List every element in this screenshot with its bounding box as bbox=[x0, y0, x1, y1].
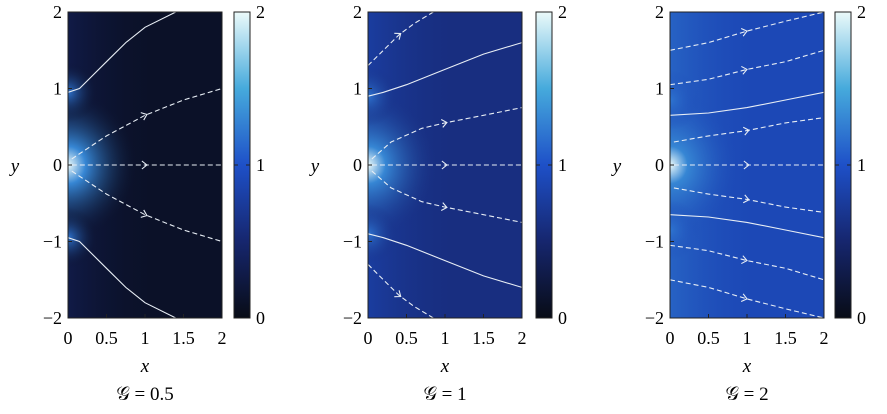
y-tick-label: −1 bbox=[645, 232, 664, 252]
solid-streamline-2 bbox=[670, 214, 824, 239]
dashed-streamline-2 bbox=[670, 49, 824, 86]
y-tick-label: −1 bbox=[343, 232, 362, 252]
y-axis-label: y bbox=[611, 156, 622, 177]
hotspot-2 bbox=[368, 66, 398, 127]
panel-caption: 𝒢 = 2 bbox=[725, 384, 768, 405]
x-tick-label: 0 bbox=[64, 328, 73, 348]
flow-arrow-4 bbox=[440, 202, 448, 211]
colorbar: 2 1 0 bbox=[834, 2, 866, 328]
x-tick-label: 1.5 bbox=[774, 328, 797, 348]
colorbar: 2 1 0 bbox=[233, 2, 265, 328]
flow-arrow-6 bbox=[741, 255, 748, 265]
colorbar-tick-label: 0 bbox=[256, 308, 265, 328]
colorbar-tick-label: 1 bbox=[558, 155, 567, 175]
dashed-streamline-1 bbox=[368, 12, 434, 66]
flow-arrow-5 bbox=[742, 194, 750, 204]
x-tick-label: 0.5 bbox=[395, 328, 418, 348]
x-tick-label: 2 bbox=[218, 328, 227, 348]
dashed-streamline-7 bbox=[670, 279, 824, 318]
hotspot-1 bbox=[368, 90, 438, 240]
x-axis-label: x bbox=[742, 356, 752, 377]
heatmap-field bbox=[670, 12, 824, 318]
dashed-streamline-5 bbox=[368, 264, 434, 318]
solid-streamline-2 bbox=[368, 233, 522, 288]
hotspot-1 bbox=[670, 90, 740, 240]
y-tick-label: −2 bbox=[343, 308, 362, 328]
y-tick-label: 1 bbox=[655, 79, 664, 99]
y-tick-label: −2 bbox=[645, 308, 664, 328]
y-axis-label: y bbox=[309, 156, 320, 177]
dashed-streamline-1 bbox=[670, 12, 824, 51]
y-tick-label: 0 bbox=[353, 155, 362, 175]
panel-1: 0 0.5 1 1.5 2 2 1 0 −1 −2 x y 𝒢 = 0.5 2 1 0 bbox=[9, 2, 265, 405]
colorbar-tick-label: 2 bbox=[558, 2, 567, 22]
heatmap-field bbox=[368, 12, 522, 318]
panel-2: 0 0.5 1 1.5 2 2 1 0 −1 −2 x y 𝒢 = 1 2 1 0 bbox=[309, 2, 567, 405]
y-tick-label: −2 bbox=[43, 308, 62, 328]
x-tick-label: 1 bbox=[141, 328, 150, 348]
hotspot-3 bbox=[368, 203, 398, 264]
y-tick-label: 0 bbox=[655, 155, 664, 175]
heatmap-field bbox=[68, 12, 222, 318]
flow-arrow-3 bbox=[742, 126, 750, 136]
x-axis-label: x bbox=[140, 356, 150, 377]
solid-streamline-1 bbox=[670, 91, 824, 116]
flow-arrow-1 bbox=[394, 32, 402, 40]
flow-arrow-1 bbox=[140, 112, 148, 121]
y-tick-label: 2 bbox=[655, 2, 664, 22]
y-tick-label: 0 bbox=[53, 155, 62, 175]
x-tick-label: 1.5 bbox=[472, 328, 495, 348]
hotspot-1 bbox=[68, 90, 138, 240]
panel-3: 0 0.5 1 1.5 2 2 1 0 −1 −2 x y 𝒢 = 2 2 1 0 bbox=[611, 2, 866, 405]
colorbar-tick-label: 1 bbox=[256, 155, 265, 175]
colorbar-tick-label: 0 bbox=[558, 308, 567, 328]
flow-arrow-2 bbox=[741, 65, 748, 75]
x-tick-label: 2 bbox=[820, 328, 829, 348]
flow-arrow-4 bbox=[743, 160, 750, 170]
solid-streamline-1 bbox=[368, 42, 522, 97]
x-tick-label: 0 bbox=[666, 328, 675, 348]
y-tick-label: 2 bbox=[53, 2, 62, 22]
flow-arrow-3 bbox=[441, 160, 448, 170]
flow-arrow-1 bbox=[740, 27, 748, 37]
solid-streamline-2 bbox=[68, 237, 177, 318]
dashed-streamline-2 bbox=[371, 107, 522, 160]
flow-arrow-3 bbox=[140, 209, 148, 218]
x-tick-label: 0.5 bbox=[95, 328, 118, 348]
flow-arrow-2 bbox=[440, 119, 448, 128]
x-tick-label: 0 bbox=[364, 328, 373, 348]
panel-caption: 𝒢 = 0.5 bbox=[116, 384, 174, 405]
panel-caption: 𝒢 = 1 bbox=[423, 384, 466, 405]
colorbar: 2 1 0 bbox=[535, 2, 567, 328]
x-tick-label: 1.5 bbox=[172, 328, 195, 348]
dashed-streamline-6 bbox=[670, 244, 824, 281]
flow-arrow-5 bbox=[394, 290, 402, 298]
colorbar-tick-label: 1 bbox=[857, 155, 866, 175]
y-tick-label: 1 bbox=[53, 79, 62, 99]
dashed-streamline-4 bbox=[371, 170, 522, 223]
solid-streamline-1 bbox=[68, 12, 177, 93]
dashed-streamline-3 bbox=[71, 170, 222, 243]
dashed-streamline-1 bbox=[71, 87, 222, 160]
colorbar-tick-label: 0 bbox=[857, 308, 866, 328]
y-tick-label: 2 bbox=[353, 2, 362, 22]
colorbar-tick-label: 2 bbox=[857, 2, 866, 22]
y-axis-label: y bbox=[9, 156, 20, 177]
dashed-streamline-5 bbox=[673, 187, 824, 213]
dashed-streamline-3 bbox=[673, 117, 824, 143]
y-tick-label: −1 bbox=[43, 232, 62, 252]
colorbar-tick-label: 2 bbox=[256, 2, 265, 22]
x-tick-label: 1 bbox=[441, 328, 450, 348]
flow-arrow-2 bbox=[141, 160, 148, 170]
y-tick-label: 1 bbox=[353, 79, 362, 99]
x-tick-label: 2 bbox=[518, 328, 527, 348]
flow-arrow-7 bbox=[740, 293, 748, 303]
x-tick-label: 0.5 bbox=[697, 328, 720, 348]
x-axis-label: x bbox=[440, 356, 450, 377]
x-tick-label: 1 bbox=[743, 328, 752, 348]
